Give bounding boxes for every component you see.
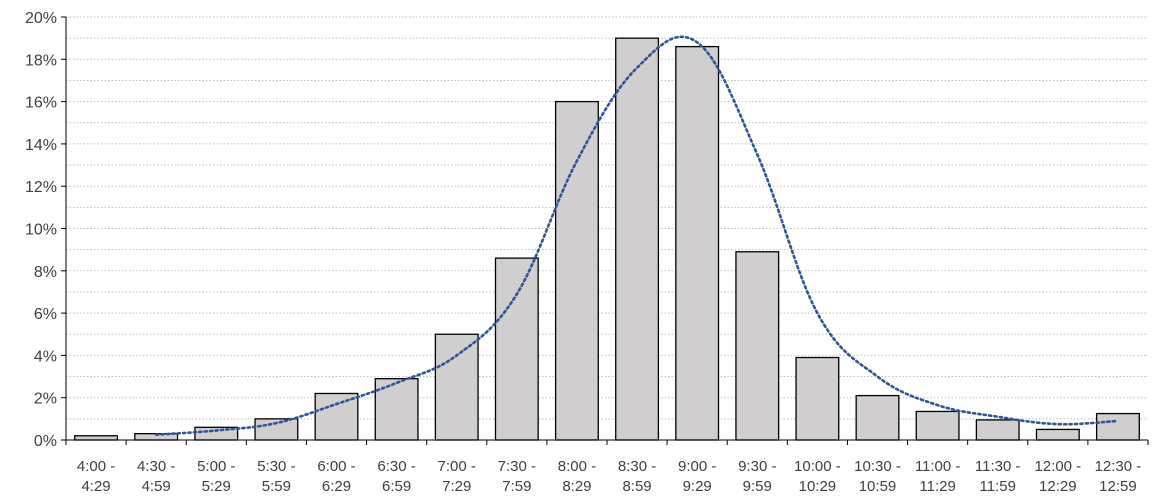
x-tick-label: 6:00 -6:29 [317, 458, 355, 495]
x-tick-label: 8:30 -8:59 [618, 458, 656, 495]
x-tick-label: 10:00 -10:29 [794, 458, 841, 495]
x-tick-label: 11:00 -11:29 [915, 458, 961, 495]
x-tick-label: 4:30 -4:59 [137, 458, 175, 495]
axes [61, 16, 1149, 445]
y-tick-label: 6% [34, 306, 57, 323]
y-tick-label: 18% [25, 52, 57, 69]
bar [975, 419, 1020, 441]
x-tick-label: 7:00 -7:29 [438, 458, 476, 495]
x-tick-label: 4:00 -4:29 [77, 458, 115, 495]
x-tick-label: 5:30 -5:59 [257, 458, 295, 495]
bar [1095, 412, 1140, 441]
x-tick-label: 10:30 -10:59 [854, 458, 901, 495]
x-tick-label: 7:30 -7:59 [498, 458, 536, 495]
x-axis-tick-labels: 4:00 -4:29 4:30 -4:59 5:00 -5:29 5:30 -5:59… [77, 458, 1141, 495]
trend-line-group [154, 35, 1120, 437]
x-tick-label: 11:30 -11:59 [975, 458, 1021, 495]
x-tick-label: 5:00 -5:29 [197, 458, 235, 495]
y-tick-label: 16% [25, 95, 57, 112]
bar [554, 100, 599, 441]
gridlines [66, 16, 1148, 420]
y-axis-tick-labels: 0% 2% 4% 6% 8% 10% 12% 14% 16% 18% 20% [25, 10, 57, 450]
y-tick-label: 4% [34, 348, 57, 365]
y-tick-label: 12% [25, 179, 57, 196]
x-tick-label: 12:30 -12:59 [1095, 458, 1142, 495]
x-tick-label: 9:30 -9:59 [738, 458, 776, 495]
bar [735, 251, 780, 441]
trend-line [154, 35, 1120, 437]
bar [675, 45, 720, 441]
bar [1035, 428, 1080, 441]
x-tick-label: 9:00 -9:29 [678, 458, 716, 495]
bar [795, 356, 840, 441]
bar [494, 257, 539, 441]
bar [915, 410, 960, 441]
x-tick-label: 6:30 -6:59 [377, 458, 415, 495]
bars [74, 37, 1140, 441]
bar [314, 392, 359, 441]
x-tick-label: 8:00 -8:29 [558, 458, 596, 495]
y-tick-label: 2% [34, 391, 57, 408]
y-tick-label: 0% [34, 433, 57, 450]
bar [74, 435, 119, 441]
bar [615, 37, 660, 441]
y-tick-label: 10% [25, 222, 57, 239]
x-tick-label: 12:00 -12:29 [1034, 458, 1081, 495]
y-tick-label: 8% [34, 264, 57, 281]
y-tick-label: 20% [25, 10, 57, 27]
bar [434, 333, 479, 441]
y-tick-label: 14% [25, 137, 57, 154]
bar [855, 394, 900, 441]
